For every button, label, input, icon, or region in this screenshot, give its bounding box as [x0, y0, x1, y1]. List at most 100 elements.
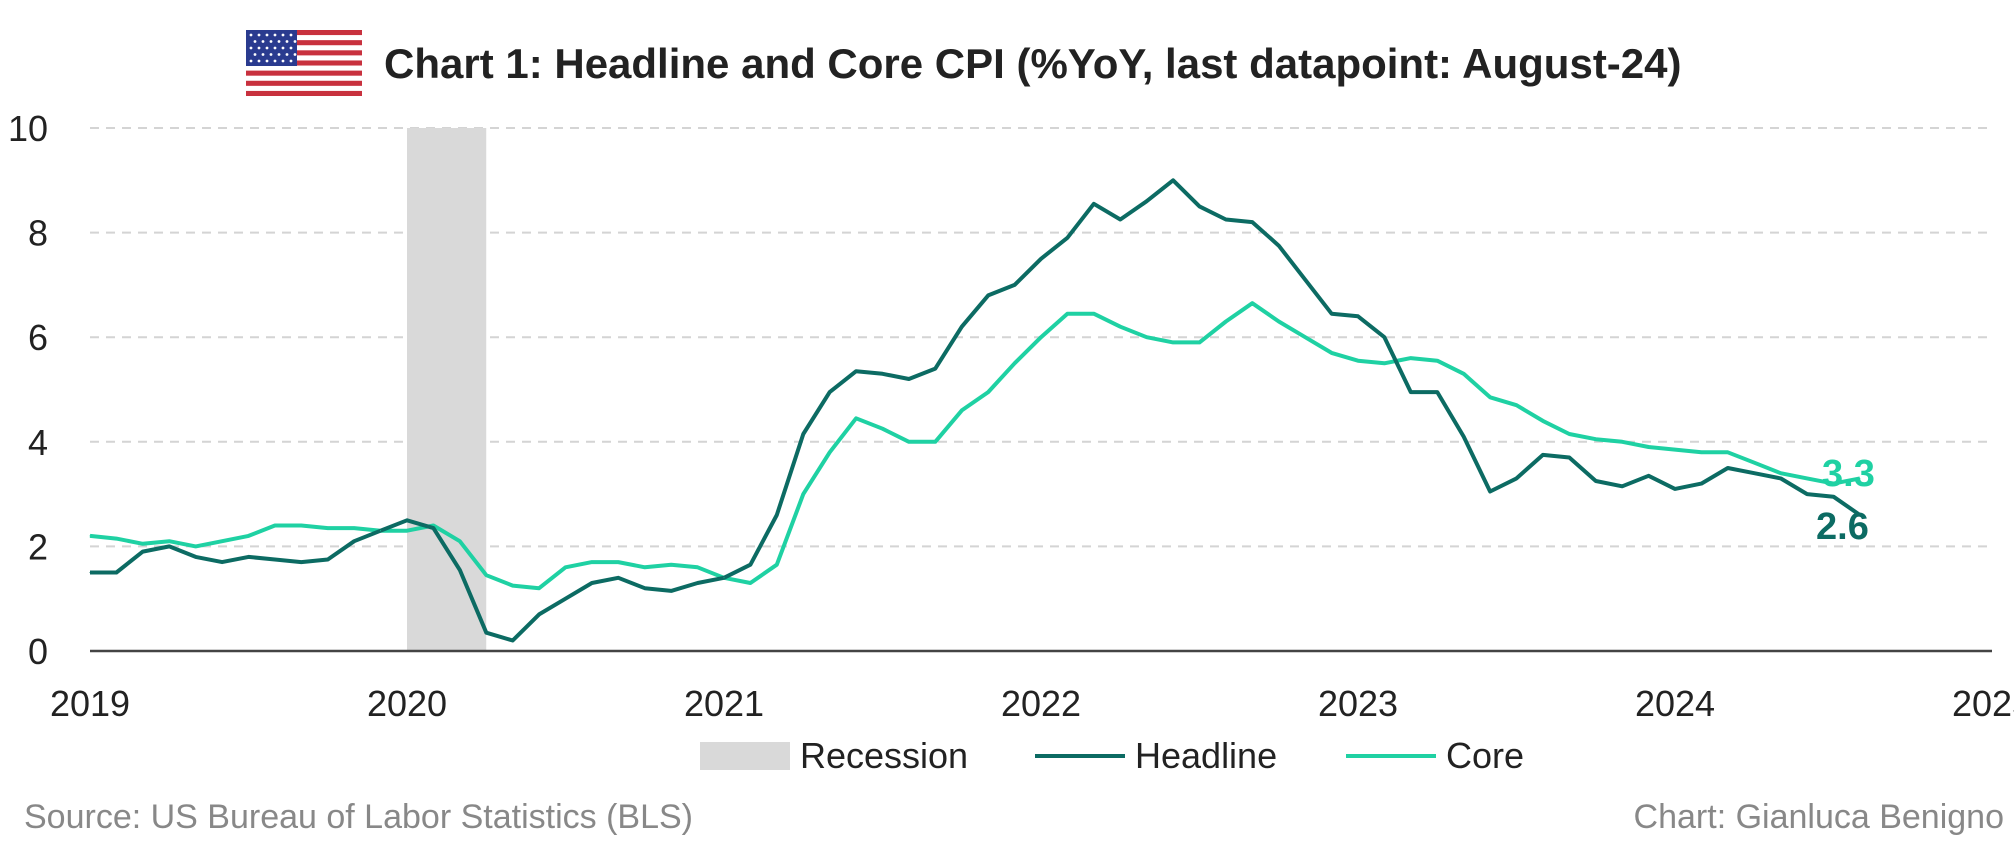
data-point-core	[1859, 477, 1861, 479]
us-flag-icon	[246, 30, 362, 96]
data-point-headline	[1383, 336, 1385, 338]
data-point-headline	[1304, 279, 1306, 281]
data-point-headline	[882, 373, 883, 375]
legend-swatch-recession	[700, 742, 790, 770]
data-point-headline	[617, 577, 619, 579]
data-point-headline	[1648, 475, 1650, 477]
x-tick-label: 2025	[1952, 683, 2014, 724]
data-point-headline	[1463, 436, 1465, 438]
data-point-core	[485, 574, 487, 576]
x-tick-label: 2024	[1635, 683, 1715, 724]
y-tick-label: 0	[28, 631, 48, 672]
data-point-core	[195, 545, 197, 547]
data-point-core	[1278, 321, 1280, 322]
data-points	[89, 179, 1861, 641]
data-point-headline	[1093, 203, 1095, 205]
data-point-core	[1516, 404, 1517, 406]
y-tick-label: 6	[28, 317, 48, 358]
data-point-core	[1331, 352, 1333, 354]
data-point-core	[1093, 313, 1095, 315]
data-point-core	[1806, 477, 1808, 479]
data-point-core	[961, 409, 963, 411]
data-point-headline	[485, 632, 487, 634]
data-point-headline	[1278, 245, 1280, 247]
data-point-core	[327, 527, 329, 529]
data-point-headline	[1172, 179, 1174, 181]
data-point-headline	[1146, 200, 1148, 202]
data-point-headline	[1568, 457, 1570, 458]
data-point-core	[1066, 313, 1068, 315]
data-point-core	[644, 566, 646, 568]
legend-label-recession: Recession	[800, 735, 968, 776]
data-point-core	[1648, 446, 1650, 448]
data-point-headline	[908, 378, 910, 380]
data-point-core	[697, 566, 699, 568]
data-point-core	[987, 391, 989, 393]
data-point-headline	[644, 587, 646, 589]
data-point-headline	[855, 370, 857, 372]
end-label-core: 3.3	[1822, 453, 1875, 495]
data-point-core	[908, 441, 910, 443]
data-point-core	[1410, 357, 1412, 359]
data-point-core	[776, 564, 778, 566]
data-point-core	[115, 538, 117, 540]
data-point-headline	[1331, 313, 1333, 315]
data-point-headline	[195, 556, 197, 558]
y-tick-label: 2	[28, 526, 48, 567]
data-point-core	[1674, 449, 1676, 451]
data-point-headline	[1700, 483, 1702, 485]
chart-title: Chart 1: Headline and Core CPI (%YoY, la…	[384, 40, 1682, 87]
data-point-core	[1357, 360, 1359, 362]
data-point-core	[802, 493, 804, 495]
data-point-core	[406, 530, 408, 532]
data-point-headline	[327, 559, 329, 560]
data-point-headline	[1674, 488, 1676, 490]
data-point-core	[723, 577, 725, 579]
x-axis: 2019 2020 2021 2022 2023 2024 2025	[50, 683, 2014, 724]
data-point-headline	[1859, 514, 1861, 516]
data-point-core	[1700, 451, 1702, 453]
data-point-headline	[1251, 221, 1253, 223]
data-point-headline	[353, 540, 355, 542]
data-point-headline	[1516, 477, 1517, 479]
data-point-headline	[961, 326, 963, 328]
data-point-headline	[697, 582, 699, 584]
data-point-headline	[1014, 284, 1016, 286]
data-point-core	[1780, 472, 1782, 474]
data-point-core	[934, 441, 936, 443]
data-point-core	[855, 417, 857, 419]
data-point-core	[221, 540, 223, 542]
data-point-headline	[221, 561, 223, 563]
data-point-headline	[115, 572, 117, 573]
data-point-core	[1568, 433, 1570, 435]
data-point-core	[1199, 341, 1200, 343]
data-point-core	[1172, 341, 1174, 343]
data-point-core	[1146, 336, 1148, 338]
data-point-core	[274, 525, 276, 526]
data-point-core	[300, 525, 302, 526]
data-point-headline	[512, 640, 514, 641]
data-point-headline	[829, 391, 831, 393]
data-point-headline	[1806, 493, 1808, 495]
data-point-core	[1436, 360, 1438, 362]
data-point-core	[168, 540, 170, 542]
data-point-headline	[1357, 315, 1359, 317]
data-point-core	[617, 561, 619, 563]
data-point-core	[353, 527, 355, 529]
data-point-core	[1621, 441, 1623, 443]
data-point-core	[1225, 321, 1227, 322]
data-point-headline	[274, 559, 276, 560]
data-point-headline	[1225, 219, 1227, 220]
data-point-core	[749, 582, 751, 584]
y-tick-label: 10	[8, 108, 48, 149]
data-point-headline	[565, 598, 566, 600]
data-point-headline	[300, 561, 302, 563]
data-point-core	[1727, 451, 1729, 453]
data-point-headline	[749, 564, 751, 566]
end-label-headline: 2.6	[1816, 506, 1869, 548]
data-point-core	[1014, 362, 1016, 364]
data-point-headline	[89, 572, 91, 573]
series-line-headline	[90, 178, 1862, 643]
data-point-core	[670, 564, 672, 566]
